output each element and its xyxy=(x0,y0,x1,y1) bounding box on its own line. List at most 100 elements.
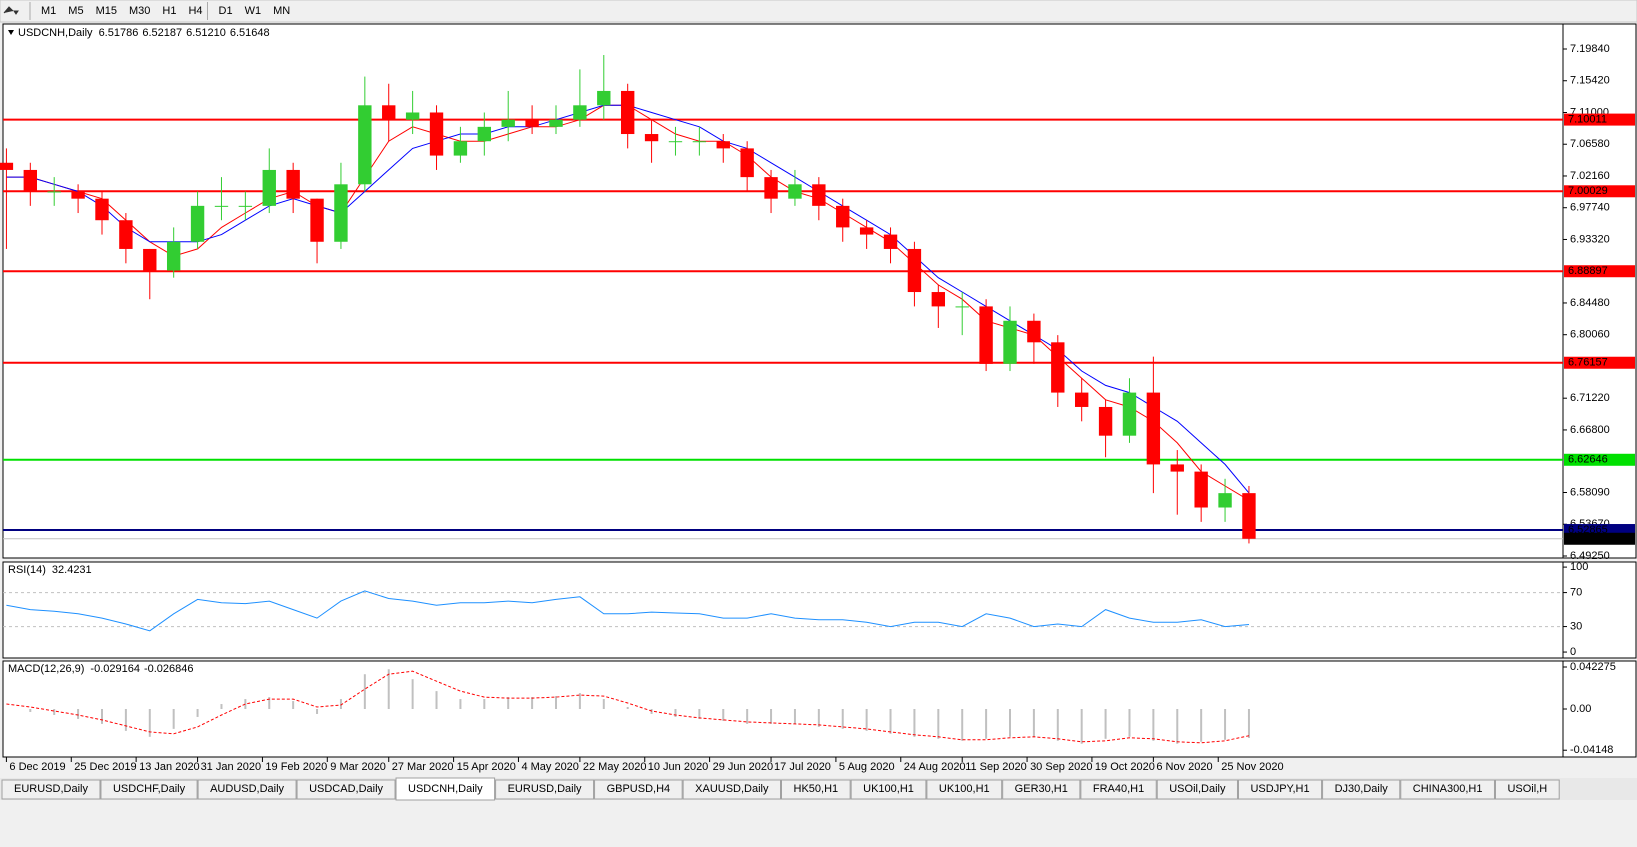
macd-bar xyxy=(1176,709,1179,744)
candle-body xyxy=(644,134,659,142)
y-tick-label: 6.71220 xyxy=(1570,392,1610,404)
macd-bar xyxy=(1056,709,1059,741)
tab-label[interactable]: UK100,H1 xyxy=(863,783,914,795)
toolbar xyxy=(0,0,1637,23)
collapse-icon[interactable] xyxy=(8,30,14,35)
candle-body xyxy=(501,119,515,127)
tab[interactable] xyxy=(1494,779,1560,800)
indicator-readout: 6.51648 xyxy=(230,27,270,39)
macd-bar xyxy=(124,709,127,731)
tab[interactable] xyxy=(1080,779,1157,800)
macd-bar xyxy=(1009,709,1012,737)
macd-bar xyxy=(889,709,892,734)
tab[interactable] xyxy=(197,779,297,800)
level-label: 7.10011 xyxy=(1568,113,1607,125)
timeframe-button[interactable]: H4 xyxy=(188,5,202,17)
x-tick-label: 4 May 2020 xyxy=(521,761,578,773)
tab[interactable] xyxy=(395,777,496,801)
macd-bar xyxy=(746,709,749,724)
tab[interactable] xyxy=(495,779,595,800)
tab[interactable] xyxy=(100,779,198,800)
chart-tool-icon[interactable] xyxy=(3,6,19,15)
macd-bar xyxy=(913,709,916,737)
x-tick-label: 30 Sep 2020 xyxy=(1030,761,1092,773)
tab-label[interactable]: EURUSD,Daily xyxy=(14,783,88,795)
candle-body xyxy=(47,191,61,193)
chart-panel xyxy=(2,23,1637,559)
x-tick-label: 6 Dec 2019 xyxy=(9,761,65,773)
timeframe-button[interactable]: H1 xyxy=(162,5,176,17)
indicator-title: RSI(14) xyxy=(8,564,46,576)
x-tick-label: 24 Aug 2020 xyxy=(904,761,966,773)
tab-label[interactable]: DJ30,Daily xyxy=(1335,783,1389,795)
y-tick-label: 70 xyxy=(1570,586,1582,598)
macd-bar xyxy=(77,709,80,719)
level-label: 6.88897 xyxy=(1568,265,1608,277)
candle-body xyxy=(1218,493,1232,508)
tab[interactable] xyxy=(926,779,1003,800)
timeframe-button[interactable]: M30 xyxy=(129,5,150,17)
tab-label[interactable]: USDCAD,Daily xyxy=(309,783,383,795)
tab[interactable] xyxy=(1002,779,1081,800)
tab[interactable] xyxy=(850,779,927,800)
candle-body xyxy=(1170,464,1184,472)
tab-label[interactable]: USDCHF,Daily xyxy=(113,783,186,795)
tab-label[interactable]: GBPUSD,H4 xyxy=(607,783,671,795)
tab-label[interactable]: USDCNH,Daily xyxy=(408,783,483,795)
tab[interactable] xyxy=(1322,779,1401,800)
y-tick-label: 6.58090 xyxy=(1570,486,1610,498)
tab[interactable] xyxy=(682,779,781,800)
candle-body xyxy=(668,141,683,143)
tab[interactable] xyxy=(1,779,101,800)
candle-body xyxy=(143,248,157,271)
candle-body xyxy=(190,205,205,242)
macd-bar xyxy=(698,709,701,719)
tab-label[interactable]: FRA40,H1 xyxy=(1093,783,1144,795)
tab-label[interactable]: EURUSD,Daily xyxy=(508,783,582,795)
timeframe-button[interactable]: M1 xyxy=(41,5,56,17)
candle-body xyxy=(883,234,898,249)
timeframe-button[interactable]: M5 xyxy=(68,5,83,17)
tab-label[interactable]: USOil,Daily xyxy=(1169,783,1226,795)
indicator-title: USDCNH,Daily xyxy=(18,27,93,39)
candle-body xyxy=(1051,342,1065,393)
candle-body xyxy=(716,141,730,149)
timeframe-button[interactable]: M15 xyxy=(96,5,117,17)
tab[interactable] xyxy=(781,779,851,800)
macd-bar xyxy=(1247,709,1250,738)
x-tick-label: 17 Jul 2020 xyxy=(774,761,831,773)
candle-body xyxy=(740,148,754,178)
tab[interactable] xyxy=(1237,779,1323,800)
candle-body xyxy=(1027,320,1041,343)
timeframe-button[interactable]: D1 xyxy=(219,5,233,17)
candle-body xyxy=(238,205,253,207)
candle-body xyxy=(597,90,611,106)
tab[interactable] xyxy=(1156,779,1238,800)
timeframe-button[interactable]: W1 xyxy=(245,5,262,17)
indicator-readout: -0.026846 xyxy=(144,663,194,675)
candle-body xyxy=(549,119,563,127)
tab[interactable] xyxy=(594,779,683,800)
macd-signal xyxy=(6,670,1250,744)
macd-bar xyxy=(674,709,677,717)
macd-bar xyxy=(29,709,32,712)
candle-body xyxy=(907,248,922,293)
tab-label[interactable]: HK50,H1 xyxy=(794,783,839,795)
tab-label[interactable]: GER30,H1 xyxy=(1015,783,1068,795)
macd-bar xyxy=(172,709,175,729)
tab-label[interactable]: XAUUSD,Daily xyxy=(695,783,769,795)
tab[interactable] xyxy=(1400,779,1495,800)
tab-label[interactable]: CHINA300,H1 xyxy=(1413,783,1483,795)
macd-bar xyxy=(554,696,557,709)
tab-label[interactable]: UK100,H1 xyxy=(939,783,990,795)
tab-label[interactable]: AUDUSD,Daily xyxy=(210,783,284,795)
tab-label[interactable]: USOil,H xyxy=(1507,783,1547,795)
y-tick-label: 0.00 xyxy=(1570,703,1591,715)
level-label: 7.00029 xyxy=(1568,185,1608,197)
y-tick-label: 6.49250 xyxy=(1570,550,1610,562)
macd-bar xyxy=(196,709,199,717)
tab-label[interactable]: USDJPY,H1 xyxy=(1250,783,1309,795)
timeframe-button[interactable]: MN xyxy=(273,5,290,17)
candle-body xyxy=(836,205,850,228)
tab[interactable] xyxy=(296,779,396,800)
